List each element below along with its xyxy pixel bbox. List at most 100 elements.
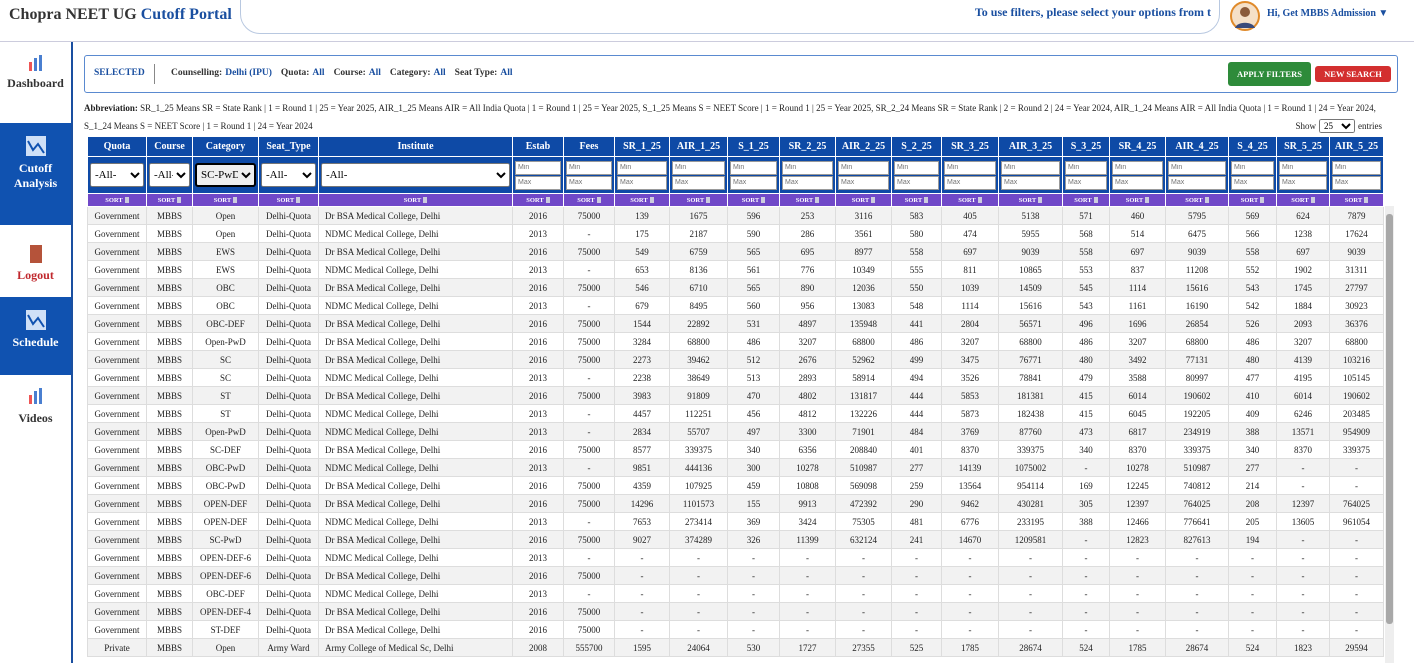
cell: 6776 bbox=[941, 512, 999, 531]
max-input[interactable]: Max bbox=[672, 175, 725, 190]
min-input[interactable]: Min bbox=[1112, 160, 1163, 175]
nav-cutoff[interactable]: Cutoff Analysis bbox=[0, 123, 71, 225]
cell: 568 bbox=[1062, 224, 1110, 243]
nav-dashboard[interactable]: Dashboard bbox=[0, 54, 71, 114]
column-filter[interactable]: -All- bbox=[90, 163, 144, 187]
min-input[interactable]: Min bbox=[944, 160, 996, 175]
column-header: AIR_3_25 bbox=[998, 136, 1063, 157]
sort-button[interactable]: SORT bbox=[998, 193, 1063, 207]
cell: - bbox=[1276, 566, 1330, 585]
cell: 9039 bbox=[1329, 242, 1384, 261]
min-input[interactable]: Min bbox=[566, 160, 612, 175]
cell: 2013 bbox=[512, 548, 564, 567]
sort-button[interactable]: SORT bbox=[1329, 193, 1384, 207]
max-input[interactable]: Max bbox=[617, 175, 667, 190]
min-input[interactable]: Min bbox=[838, 160, 889, 175]
cell: 14296 bbox=[614, 494, 670, 513]
sort-button[interactable]: SORT bbox=[835, 193, 892, 207]
sort-button[interactable]: SORT bbox=[1276, 193, 1330, 207]
max-input[interactable]: Max bbox=[1112, 175, 1163, 190]
filter-value: All bbox=[368, 68, 381, 78]
min-input[interactable]: Min bbox=[1332, 160, 1381, 175]
cell: - bbox=[727, 566, 780, 585]
min-input[interactable]: Min bbox=[730, 160, 777, 175]
sort-label: SORT bbox=[630, 196, 648, 204]
column-filter[interactable]: -All- bbox=[261, 163, 316, 187]
cell: - bbox=[1329, 620, 1384, 639]
sort-label: SORT bbox=[105, 196, 123, 204]
column-filter[interactable]: -All- bbox=[149, 163, 190, 187]
min-input[interactable]: Min bbox=[515, 160, 561, 175]
cell: 75000 bbox=[563, 332, 615, 351]
sort-icon bbox=[233, 197, 238, 204]
sort-button[interactable]: SORT bbox=[1165, 193, 1229, 207]
cell: 2013 bbox=[512, 512, 564, 531]
max-input[interactable]: Max bbox=[1065, 175, 1107, 190]
nav-schedule[interactable]: Schedule bbox=[0, 297, 71, 375]
column-filter[interactable]: SC-PwD bbox=[195, 163, 256, 187]
nav-logout[interactable]: Logout bbox=[0, 244, 71, 294]
table-row: Government MBBS OBC Delhi-Quota NDMC Medical… bbox=[87, 296, 1384, 315]
sort-button[interactable]: SORT bbox=[1228, 193, 1277, 207]
min-input[interactable]: Min bbox=[1231, 160, 1274, 175]
min-input[interactable]: Min bbox=[1001, 160, 1060, 175]
cell: 954909 bbox=[1329, 422, 1384, 441]
cell: - bbox=[1109, 566, 1166, 585]
sort-button[interactable]: SORT bbox=[192, 193, 259, 207]
cell: NDMC Medical College, Delhi bbox=[318, 260, 513, 279]
min-input[interactable]: Min bbox=[1279, 160, 1327, 175]
max-input[interactable]: Max bbox=[1001, 175, 1060, 190]
cell: MBBS bbox=[146, 314, 193, 333]
max-input[interactable]: Max bbox=[515, 175, 561, 190]
cell: 3588 bbox=[1109, 368, 1166, 387]
cell: 524 bbox=[1228, 638, 1277, 657]
min-input[interactable]: Min bbox=[894, 160, 939, 175]
cell: 546 bbox=[614, 278, 670, 297]
cell: 764025 bbox=[1329, 494, 1384, 513]
sort-button[interactable]: SORT bbox=[258, 193, 319, 207]
sort-button[interactable]: SORT bbox=[779, 193, 836, 207]
sort-button[interactable]: SORT bbox=[1109, 193, 1166, 207]
sort-button[interactable]: SORT bbox=[512, 193, 564, 207]
max-input[interactable]: Max bbox=[894, 175, 939, 190]
apply-filters[interactable]: APPLY FILTERS bbox=[1228, 62, 1311, 86]
cell: - bbox=[1062, 602, 1110, 621]
abbreviation: Abbreviation: SR_1_25 Means SR = State R… bbox=[84, 99, 1382, 135]
cell: 1902 bbox=[1276, 260, 1330, 279]
column-filter[interactable]: -All- bbox=[321, 163, 510, 187]
sort-button[interactable]: SORT bbox=[669, 193, 728, 207]
sort-button[interactable]: SORT bbox=[614, 193, 670, 207]
max-input[interactable]: Max bbox=[1279, 175, 1327, 190]
sort-button[interactable]: SORT bbox=[941, 193, 999, 207]
max-input[interactable]: Max bbox=[838, 175, 889, 190]
cell: 2804 bbox=[941, 314, 999, 333]
max-input[interactable]: Max bbox=[730, 175, 777, 190]
sort-button[interactable]: SORT bbox=[727, 193, 780, 207]
cell: 2013 bbox=[512, 260, 564, 279]
min-input[interactable]: Min bbox=[1065, 160, 1107, 175]
sort-button[interactable]: SORT bbox=[891, 193, 942, 207]
nav-videos[interactable]: Videos bbox=[0, 387, 71, 447]
scrollbar[interactable] bbox=[1385, 206, 1394, 663]
sort-button[interactable]: SORT bbox=[146, 193, 193, 207]
max-input[interactable]: Max bbox=[566, 175, 612, 190]
sort-button[interactable]: SORT bbox=[318, 193, 513, 207]
min-input[interactable]: Min bbox=[617, 160, 667, 175]
max-input[interactable]: Max bbox=[1231, 175, 1274, 190]
table-row: Government MBBS SC Delhi-Quota Dr BSA Medica… bbox=[87, 350, 1384, 369]
new-search[interactable]: NEW SEARCH bbox=[1315, 66, 1391, 82]
entries-select[interactable]: 25 bbox=[1319, 119, 1355, 133]
min-input[interactable]: Min bbox=[782, 160, 833, 175]
cell: 565 bbox=[727, 278, 780, 297]
max-input[interactable]: Max bbox=[944, 175, 996, 190]
user-menu[interactable]: Hi, Get MBBS Admission ▼ bbox=[1267, 8, 1389, 19]
max-input[interactable]: Max bbox=[1168, 175, 1226, 190]
sort-button[interactable]: SORT bbox=[1062, 193, 1110, 207]
sort-button[interactable]: SORT bbox=[563, 193, 615, 207]
sort-button[interactable]: SORT bbox=[87, 193, 147, 207]
cell: - bbox=[891, 566, 942, 585]
max-input[interactable]: Max bbox=[782, 175, 833, 190]
min-input[interactable]: Min bbox=[672, 160, 725, 175]
max-input[interactable]: Max bbox=[1332, 175, 1381, 190]
min-input[interactable]: Min bbox=[1168, 160, 1226, 175]
